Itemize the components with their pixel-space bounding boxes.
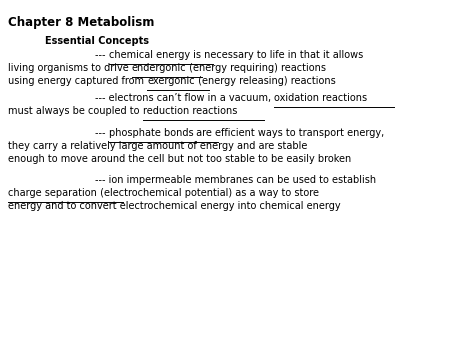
Text: charge separation: charge separation <box>8 188 97 198</box>
Text: phosphate bonds: phosphate bonds <box>108 128 193 138</box>
Text: ---: --- <box>95 50 108 60</box>
Text: (energy releasing) reactions: (energy releasing) reactions <box>195 76 336 86</box>
Text: exergonic: exergonic <box>147 76 195 86</box>
Text: are efficient ways to transport energy,: are efficient ways to transport energy, <box>193 128 384 138</box>
Text: energy and to convert electrochemical energy into chemical energy: energy and to convert electrochemical en… <box>8 201 341 211</box>
Text: Chapter 8 Metabolism: Chapter 8 Metabolism <box>8 16 154 29</box>
Text: enough to move around the cell but not too stable to be easily broken: enough to move around the cell but not t… <box>8 154 351 164</box>
Text: --- ion impermeable membranes can be used to establish: --- ion impermeable membranes can be use… <box>95 175 376 185</box>
Text: --- electrons can’t flow in a vacuum,: --- electrons can’t flow in a vacuum, <box>95 93 274 103</box>
Text: reduction reactions: reduction reactions <box>143 106 237 116</box>
Text: (energy requiring) reactions: (energy requiring) reactions <box>186 63 327 73</box>
Text: is necessary to life in that it allows: is necessary to life in that it allows <box>190 50 363 60</box>
Text: living organisms to drive: living organisms to drive <box>8 63 132 73</box>
Text: must always be coupled to: must always be coupled to <box>8 106 143 116</box>
Text: (electrochemical potential) as a way to store: (electrochemical potential) as a way to … <box>97 188 319 198</box>
Text: using energy captured from: using energy captured from <box>8 76 147 86</box>
Text: Essential Concepts: Essential Concepts <box>45 36 149 46</box>
Text: they carry a relatively large amount of energy and are stable: they carry a relatively large amount of … <box>8 141 307 151</box>
Text: oxidation reactions: oxidation reactions <box>274 93 367 103</box>
Text: endergonic: endergonic <box>132 63 186 73</box>
Text: ---: --- <box>95 128 108 138</box>
Text: chemical energy: chemical energy <box>108 50 190 60</box>
